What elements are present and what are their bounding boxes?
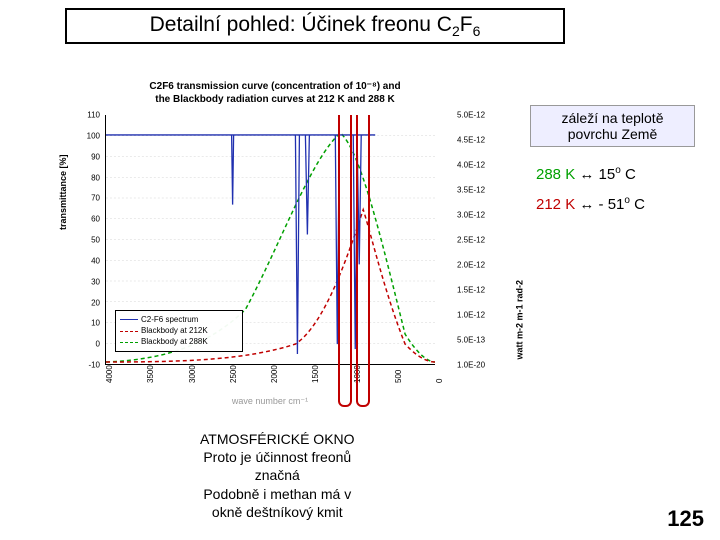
- temp-212: 212 K ↔ - 51o C: [536, 195, 645, 213]
- highlight-bracket: [356, 115, 370, 407]
- y2-axis-label: watt m-2 m-1 rad-2: [515, 280, 525, 360]
- footnote: ATMOSFÉRICKÉ OKNO Proto je účinnost freo…: [200, 430, 355, 521]
- y1-ticks: 1101009080706050403020100-10: [72, 115, 102, 365]
- note-box: záleží na teplotě povrchu Země: [530, 105, 695, 147]
- temp-288: 288 K ↔ 15o C: [536, 165, 636, 183]
- highlight-bracket: [338, 115, 352, 407]
- chart-legend: C2-F6 spectrumBlackbody at 212KBlackbody…: [115, 310, 243, 352]
- y1-axis-label: transmittance [%]: [58, 154, 68, 230]
- page-title: Detailní pohled: Účinek freonu C2F6: [65, 8, 565, 44]
- x-axis-label: wave number cm⁻¹: [105, 396, 435, 407]
- x-ticks: 40003500300025002000150010005000: [105, 368, 435, 398]
- y2-ticks: 5.0E-124.5E-124.0E-123.5E-123.0E-122.5E-…: [455, 115, 495, 365]
- page-number: 125: [667, 506, 704, 532]
- chart-container: C2F6 transmission curve (concentration o…: [60, 80, 490, 410]
- chart-title: C2F6 transmission curve (concentration o…: [60, 80, 490, 106]
